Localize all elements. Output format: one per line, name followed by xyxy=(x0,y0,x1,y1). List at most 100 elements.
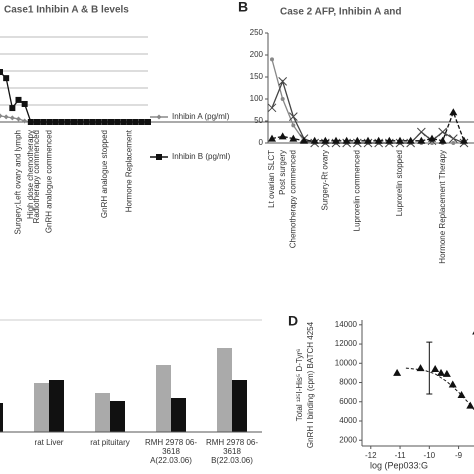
point xyxy=(449,108,458,116)
bar xyxy=(49,380,64,432)
point xyxy=(417,136,426,144)
point xyxy=(278,132,287,140)
point xyxy=(34,119,40,125)
annotation: Luprorelin stopped xyxy=(395,150,404,216)
point xyxy=(22,118,28,124)
point xyxy=(3,114,9,120)
point xyxy=(77,119,84,125)
point xyxy=(457,391,466,399)
point xyxy=(270,57,274,62)
y-tick-label: 12000 xyxy=(335,339,358,348)
point xyxy=(126,119,133,125)
point xyxy=(364,136,372,144)
point xyxy=(9,115,15,121)
y-axis-label: GnRH I binding (cpm) BATCH 4254 xyxy=(306,321,315,448)
series-line xyxy=(0,71,148,123)
point xyxy=(145,119,151,125)
point xyxy=(156,114,162,120)
y-tick-label: 8000 xyxy=(339,378,357,387)
point xyxy=(95,119,102,125)
y-tick-label: 250 xyxy=(250,28,264,37)
bar xyxy=(110,401,125,432)
point xyxy=(268,134,276,142)
point xyxy=(374,136,383,144)
annotation: GnRH analogue stopped xyxy=(100,130,109,218)
y-tick-label: 2000 xyxy=(339,435,357,444)
point xyxy=(156,154,162,160)
x-tick-label: -10 xyxy=(424,451,436,460)
point xyxy=(27,119,34,125)
x-tick-label: rat Liver xyxy=(34,438,64,447)
point xyxy=(448,134,458,143)
point xyxy=(15,96,22,103)
annotation: Luprorelin commenced xyxy=(352,150,361,231)
bar xyxy=(217,348,232,432)
point xyxy=(406,136,415,144)
annotation: Surgery-Rt ovary xyxy=(320,150,329,210)
point xyxy=(64,119,71,125)
y-tick-label: 10000 xyxy=(335,358,358,367)
annotation: Post surgery xyxy=(278,150,287,195)
point xyxy=(310,136,319,144)
point xyxy=(71,119,77,125)
point xyxy=(437,368,446,376)
y-tick-label: 4000 xyxy=(339,416,357,425)
x-tick-label: -9 xyxy=(455,451,463,460)
point xyxy=(438,127,448,137)
point xyxy=(16,116,21,122)
point xyxy=(451,141,456,145)
series-line xyxy=(271,79,465,144)
y-tick-label: 200 xyxy=(250,50,264,59)
bar xyxy=(95,393,110,432)
point xyxy=(58,119,65,125)
point xyxy=(40,119,47,125)
point xyxy=(289,134,298,142)
panel-label: B xyxy=(238,0,248,15)
annotation: Hormone Replacement xyxy=(125,129,134,212)
y-tick-label: 0 xyxy=(259,138,264,147)
legend-label: Inhibin B (pg/ml) xyxy=(172,152,231,161)
point xyxy=(108,119,114,125)
legend-label: Inhibin A (pg/ml) xyxy=(172,112,230,121)
point xyxy=(428,134,436,142)
y-tick-label: 14000 xyxy=(335,320,358,329)
point xyxy=(138,119,145,125)
point xyxy=(353,136,362,144)
annotation: Hormone Replacement Therapy xyxy=(438,150,447,264)
point xyxy=(120,119,127,125)
point xyxy=(267,103,277,113)
point xyxy=(332,136,340,144)
point xyxy=(448,380,457,388)
error-bar xyxy=(426,341,433,395)
point xyxy=(46,119,53,125)
annotation: High dose chemotherapy xyxy=(26,130,35,219)
point xyxy=(278,77,288,86)
point xyxy=(466,401,474,409)
point xyxy=(280,97,285,101)
bar xyxy=(232,380,247,432)
bar xyxy=(171,398,186,432)
x-tick-label: -12 xyxy=(365,451,377,460)
x-axis-label: log (Pep033:G xyxy=(370,460,428,470)
point xyxy=(132,119,139,125)
point xyxy=(416,364,425,372)
point xyxy=(393,368,402,376)
point xyxy=(9,105,16,112)
point xyxy=(288,112,298,121)
point xyxy=(416,127,426,137)
point xyxy=(385,136,394,144)
point xyxy=(460,136,468,144)
bar xyxy=(156,365,171,432)
x-tick-label: RMH 2978 06-3618 A(22.03.06) xyxy=(144,438,198,465)
point xyxy=(101,119,108,125)
point xyxy=(21,100,28,107)
point xyxy=(431,365,440,373)
chart-title: Case1 Inhibin A & B levels xyxy=(4,5,129,16)
x-tick-label: rat pituitary xyxy=(90,438,130,447)
point xyxy=(0,69,3,76)
point xyxy=(89,119,96,125)
y-tick-label: 100 xyxy=(250,94,264,103)
annotation: Surgery:Left ovary and lymph xyxy=(14,130,23,235)
